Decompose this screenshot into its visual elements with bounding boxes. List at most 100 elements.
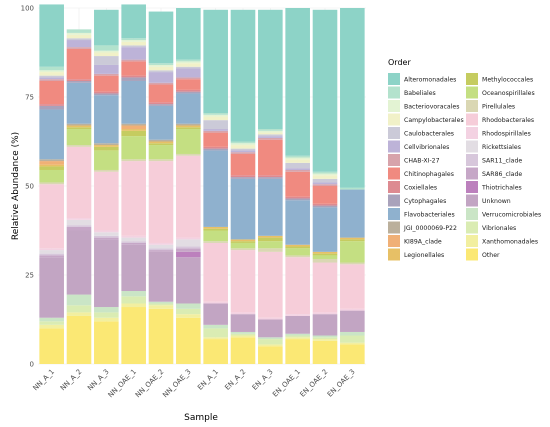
bar-segment-unknown: [340, 310, 365, 332]
bar-segment-chitinophagales: [176, 79, 201, 90]
bar-segment-pirellulales: [340, 262, 365, 265]
legend-item-legionellales: Legionellales: [388, 248, 444, 261]
legend-swatch: [388, 154, 400, 166]
x-tick-label: NN_A_3: [86, 368, 111, 393]
legend-swatch: [466, 100, 478, 112]
bar-segment-coxiellales: [258, 175, 283, 178]
bar-segment-other: [39, 328, 64, 364]
bar-segment-babeliales: [176, 59, 201, 62]
bar-segment-rhodobacterales: [176, 155, 201, 238]
bar-segment-legionellales: [121, 129, 146, 131]
bar-segment-campylobacterales: [285, 159, 310, 163]
bar-segment-campylobacterales: [230, 145, 256, 149]
bar-segment-cellvibrionales: [285, 168, 310, 170]
bar-segment-coxiellales: [39, 104, 64, 106]
bar-segment-cytophagales: [203, 148, 228, 151]
legend-swatch: [466, 208, 478, 220]
legend-label: Cellvibrionales: [404, 144, 449, 151]
bar-segment-flavobacteriales: [340, 189, 365, 238]
bar-segment-campylobacterales: [66, 34, 92, 39]
bar-segment-cellvibrionales: [39, 77, 64, 80]
bar-segment-verrucomicrobiales: [230, 331, 256, 334]
bar-segment-vibrionales: [285, 335, 310, 338]
bar-segment-other: [258, 346, 283, 364]
bar-segment-caulobacterales: [203, 120, 228, 130]
bar-segment-verrucomicrobiales: [39, 317, 64, 322]
bar-stack-nn-oae-3: [176, 8, 201, 364]
bar-segment-pirellulales: [230, 248, 256, 251]
bar-segment-rhodobacterales: [94, 171, 119, 231]
legend-item-oceanospirillales: Oceanospirillales: [466, 86, 535, 99]
bar-segment-rickettsiales: [176, 239, 201, 247]
bar-stack-en-a-2: [230, 9, 256, 364]
bar-segment-oceanospirillales: [66, 129, 92, 146]
bar-segment-oceanospirillales: [39, 169, 64, 183]
bar-segment-cytophagales: [285, 198, 310, 201]
bar-segment-flavobacteriales: [66, 82, 92, 124]
bar-segment-rhodobacterales: [230, 250, 256, 313]
bar-segment-cellvibrionales: [230, 150, 256, 153]
bar-segment-methylococcales: [285, 246, 310, 249]
bar-segment-xanthomonadales: [94, 317, 119, 322]
bar-segment-methylococcales: [66, 127, 92, 130]
bar-segment-coxiellales: [230, 175, 256, 178]
y-tick-label: 75: [25, 94, 34, 102]
legend-item-methylococcales: Methylococcales: [466, 73, 533, 85]
legend-item-caulobacterales: Caulobacterales: [388, 127, 454, 139]
bar-segment-rhodobacterales: [312, 262, 338, 313]
legend-swatch: [466, 127, 478, 139]
bar-segment-unknown: [312, 314, 338, 336]
bar-segment-rhodospirillales: [176, 237, 201, 240]
bar-segment-alteromonadales: [148, 11, 174, 64]
bar-segment-coxiellales: [312, 203, 338, 206]
bar-stack-nn-a-2: [66, 29, 92, 364]
bar-segment-campylobacterales: [148, 66, 174, 71]
y-tick-label: 25: [25, 272, 34, 280]
bar-segment-coxiellales: [285, 196, 310, 199]
bar-segment-legionellales: [176, 125, 201, 128]
legend-swatch: [388, 73, 400, 85]
x-tick-label: EN_OAE_3: [326, 368, 357, 399]
bar-segment-verrucomicrobiales: [66, 294, 92, 306]
legend-item-pirellulales: Pirellulales: [466, 100, 515, 112]
bar-segment-cellvibrionales: [121, 47, 146, 60]
bar-segment-rhodobacterales: [148, 161, 174, 243]
bar-segment-bacteriovoracales: [203, 114, 228, 117]
bar-segment-campylobacterales: [121, 41, 146, 46]
bar-segment-chitinophagales: [148, 84, 174, 103]
bar-segment-oceanospirillales: [230, 242, 256, 249]
bar-segment-oceanospirillales: [176, 129, 201, 154]
bar-segment-chab-xi-27: [285, 169, 310, 172]
legend-swatch: [466, 248, 478, 261]
x-axis-title: Sample: [184, 413, 218, 423]
legend-swatch: [466, 194, 478, 207]
bar-segment-caulobacterales: [258, 134, 283, 137]
bar-segment-vibrionales: [258, 339, 283, 345]
bar-segment-verrucomicrobiales: [148, 301, 174, 304]
legend-label: Verrucomicrobiales: [482, 212, 541, 219]
bar-segment-campylobacterales: [94, 52, 119, 57]
bar-segment-pirellulales: [39, 182, 64, 185]
bar-segment-ki89a-clade: [121, 125, 146, 130]
bar-segment-other: [285, 339, 310, 364]
bar-segment-rhodospirillales: [148, 242, 174, 245]
bar-segment-caulobacterales: [285, 162, 310, 169]
bar-segment-rhodospirillales: [340, 308, 365, 311]
legend-label: Chitinophagales: [404, 171, 454, 178]
bar-stack-nn-a-3: [94, 9, 119, 364]
bar-segment-babeliales: [94, 45, 119, 51]
bar-segment-jgi-0000069-p22: [94, 143, 119, 146]
bar-segment-other: [148, 308, 174, 364]
bar-segment-verrucomicrobiales: [94, 307, 119, 313]
legend-label: Rhodospirillales: [482, 131, 531, 138]
bar-segment-jgi-0000069-p22: [148, 139, 174, 142]
legend-swatch: [388, 113, 400, 126]
x-tick-label: EN_A_1: [196, 368, 220, 392]
bar-segment-caulobacterales: [312, 178, 338, 183]
x-tick-label: NN_OAE_3: [161, 368, 192, 399]
bar-segment-rhodobacterales: [203, 242, 228, 302]
bar-segment-campylobacterales: [39, 72, 64, 76]
bar-segment-other: [176, 317, 201, 364]
bar-segment-rhodobacterales: [285, 257, 310, 315]
legend-item-unknown: Unknown: [466, 194, 511, 207]
